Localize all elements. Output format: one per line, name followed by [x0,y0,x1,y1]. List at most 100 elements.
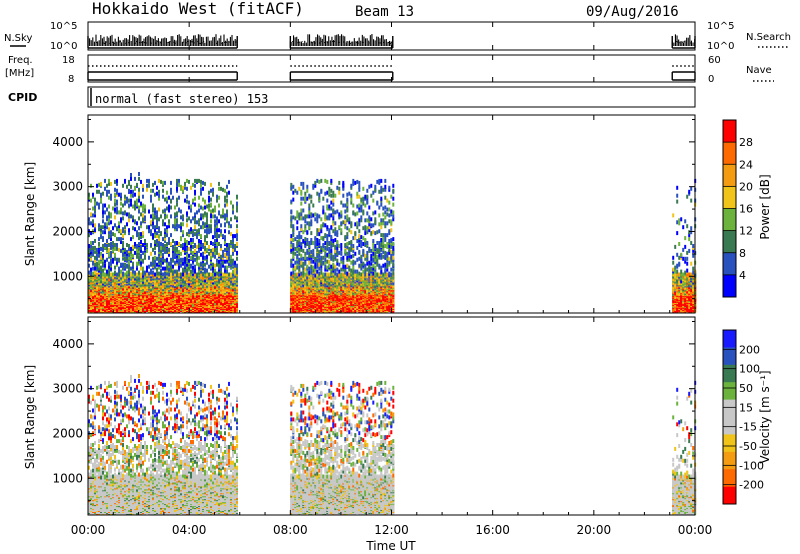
power-cell [150,188,152,193]
power-cell [120,262,122,267]
power-cell [182,188,184,193]
power-cell [214,254,216,259]
power-cell [98,263,100,268]
power-cell [210,219,212,224]
power-cell [218,203,220,208]
power-cell [166,225,168,230]
power-cell [144,239,146,243]
power-cell [130,237,132,242]
power-cell [108,195,110,200]
power-cell [118,192,120,197]
power-cell [158,244,160,249]
power-cell [216,258,218,263]
noise-search-dot [389,42,391,44]
power-cell [194,220,196,225]
power-cell [182,243,184,247]
power-cell [104,266,106,271]
power-cell [166,266,168,271]
power-cell [118,266,120,271]
power-cell [194,252,196,257]
power-cell [162,188,164,193]
power-cell [226,251,228,256]
power-cell [292,238,295,242]
power-cell [218,234,220,239]
freq-unit-label: [MHz] [5,68,34,79]
power-cell [160,256,162,261]
power-cell [182,261,184,266]
power-cell [228,243,230,247]
noise-search-dot [187,41,189,43]
power-cell [124,200,126,205]
power-cell [168,267,170,272]
noise-search-dot [391,41,393,43]
power-cell [148,178,150,183]
power-cell [196,235,198,240]
noise-search-dot [128,42,129,44]
power-cell [208,251,210,256]
power-cell [208,272,210,277]
power-cell [166,261,168,266]
noise-search-dot [681,41,683,43]
power-cell [162,243,164,247]
freq-traces [87,65,696,81]
power-cell [302,230,305,235]
noise-search-dot [235,41,237,43]
power-cell [180,209,182,214]
power-cell [88,248,90,253]
power-cell [222,208,224,213]
power-cell [176,241,178,245]
power-cell [162,266,164,271]
power-cell [116,210,118,215]
power-cell [102,253,104,258]
power-cell [140,232,142,237]
power-cell [148,228,150,233]
noise-search-dot [102,42,104,44]
power-cell [110,272,112,277]
power-cell [220,229,222,234]
power-cell [302,216,305,221]
power-cell [128,265,130,270]
power-cell [138,198,140,203]
power-cell [92,206,94,211]
power-cell [160,231,162,236]
power-cell [168,204,170,209]
power-cell [114,179,116,184]
power-cell [100,259,102,264]
power-cell [216,221,218,226]
power-cell [200,243,202,247]
power-cell [126,263,128,268]
power-cell [94,239,96,243]
noise-search-dot [290,42,292,44]
power-cell [92,213,94,218]
power-cell [186,262,188,267]
power-cell [196,210,198,215]
power-cell [210,255,212,260]
power-cell [122,262,124,267]
power-cell [196,255,198,260]
power-cell [182,230,184,235]
power-cell [122,183,124,188]
power-cell [166,214,168,219]
power-cell [112,247,114,252]
power-cell [156,231,158,236]
noise-search-dot [108,42,110,44]
power-cell [142,207,144,212]
power-cell [220,186,222,191]
power-cell [102,225,104,230]
power-cell [292,266,295,271]
power-cell [190,255,192,260]
power-cell [204,199,206,204]
power-cell [224,272,226,277]
power-cell [196,272,198,277]
power-cell [190,185,192,190]
power-cell [110,266,112,271]
power-cell [126,222,128,227]
power-cell [208,244,210,249]
power-cell [194,202,196,207]
power-cell [124,262,126,267]
power-cell [102,203,104,208]
power-cell [188,265,190,270]
power-cell [172,264,174,269]
power-cell [92,245,94,250]
power-cell [178,249,180,254]
